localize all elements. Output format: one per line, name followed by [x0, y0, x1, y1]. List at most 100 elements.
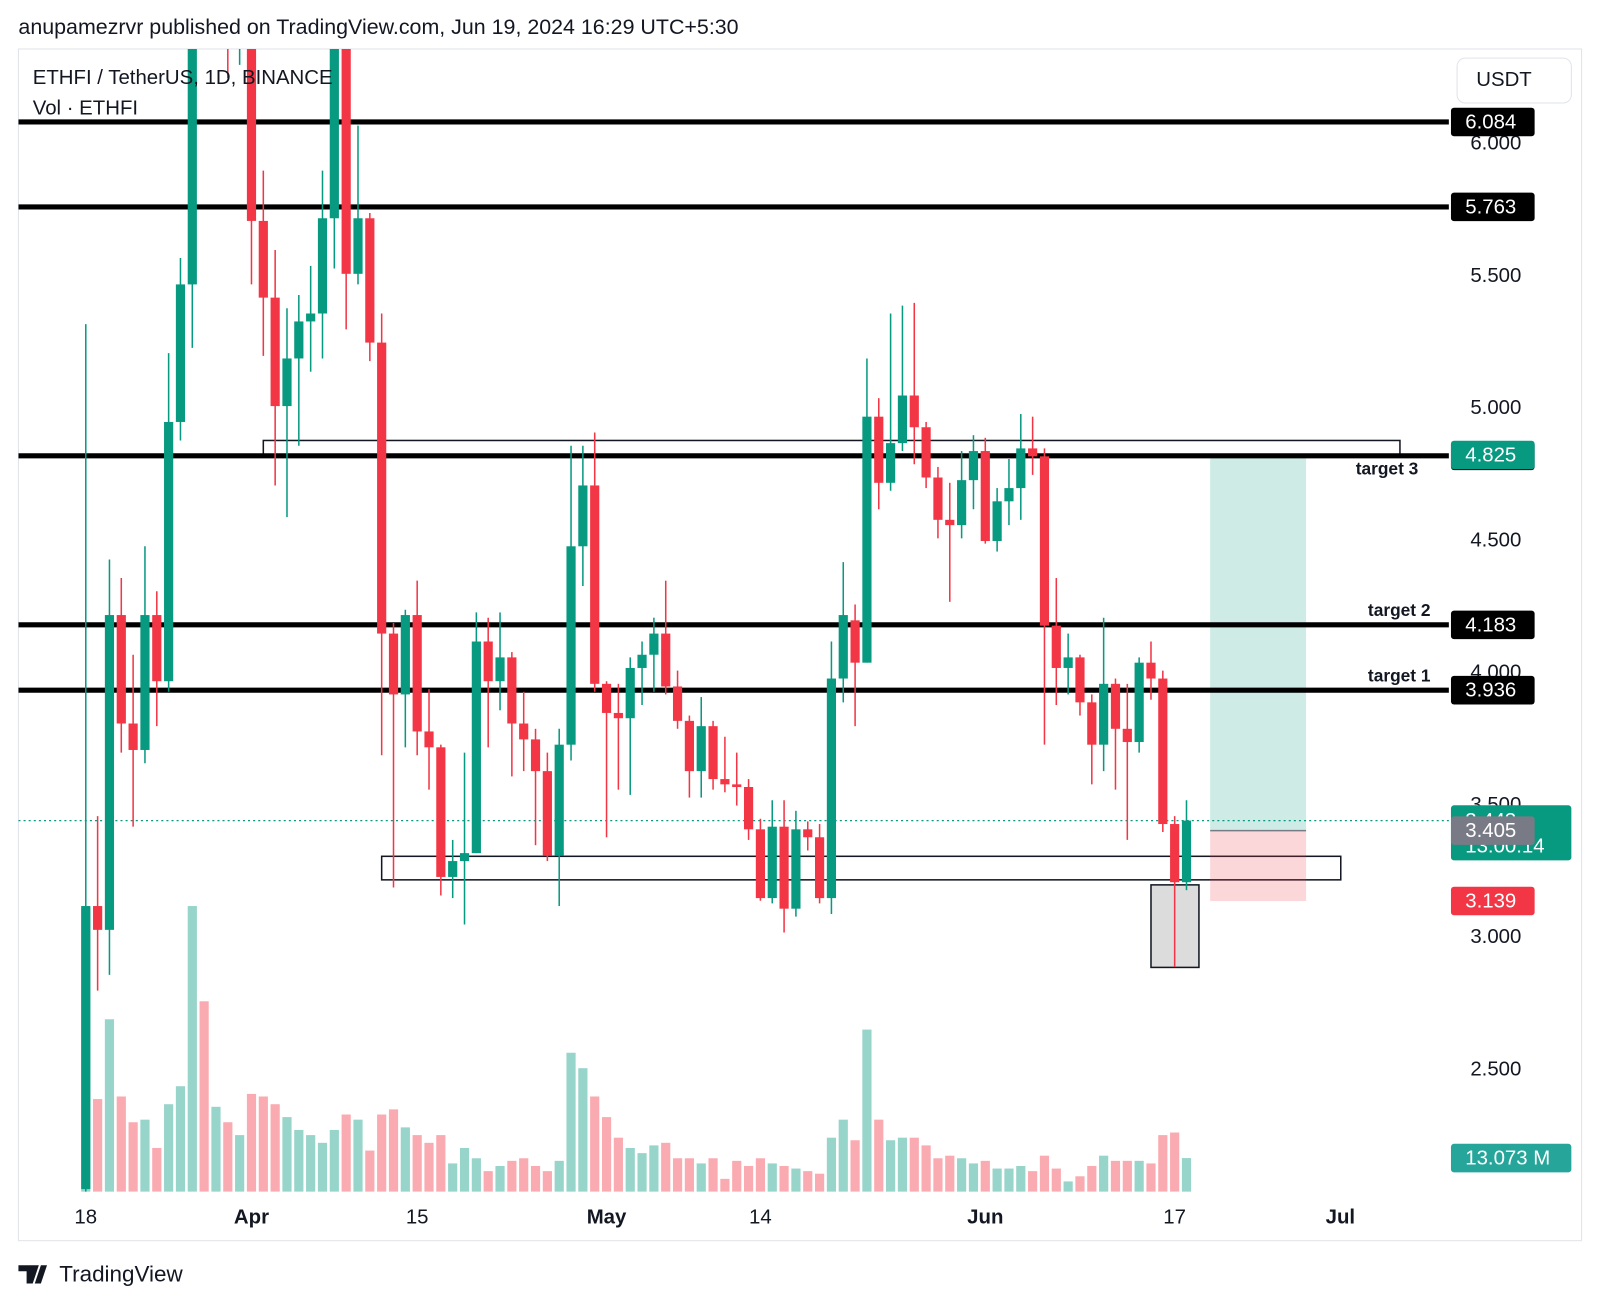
candle-body [128, 723, 138, 750]
volume-bar [814, 1173, 825, 1192]
candle-body [187, 48, 197, 285]
volume-bar [613, 1137, 623, 1192]
volume-bar [388, 1109, 399, 1192]
volume-bar [507, 1160, 517, 1192]
volume-legend: Vol · ETHFI [33, 98, 138, 120]
candle-body [1016, 448, 1026, 489]
brand-name: TradingView [59, 1261, 183, 1286]
candle-body [590, 485, 600, 684]
volume-bar [554, 1160, 564, 1192]
volume-bar [436, 1135, 446, 1192]
currency-label: USDT [1476, 69, 1532, 91]
volume-bar [933, 1158, 943, 1192]
candle-body [530, 739, 541, 772]
volume-bar [672, 1158, 683, 1192]
volume-bar [542, 1171, 552, 1192]
candle-body [897, 395, 908, 444]
candle-body [200, 0, 209, 12]
volume-bar [211, 1106, 221, 1192]
candle-body [424, 731, 434, 748]
candle-body [708, 726, 718, 780]
volume-bar [365, 1150, 375, 1192]
candle-body [803, 829, 813, 838]
volume-bar [838, 1119, 848, 1192]
candle-body [1075, 657, 1085, 703]
candle-body [814, 837, 825, 899]
profit-area [1210, 455, 1307, 831]
candle-body [282, 358, 292, 407]
candle-body [755, 829, 766, 899]
candle-body [1004, 488, 1014, 502]
volume-bar [282, 1117, 292, 1192]
candle-body [377, 342, 387, 634]
volume-bar [459, 1147, 470, 1192]
candle-body [1039, 456, 1050, 626]
volume-bar [684, 1158, 694, 1192]
candle-body [294, 321, 304, 359]
level-note: target 2 [1368, 600, 1431, 620]
x-tick-label: 18 [74, 1207, 97, 1229]
price-badge-label: 4.825 [1465, 444, 1516, 466]
candle-body [1099, 683, 1109, 745]
candle-body [1134, 662, 1144, 743]
candle-body [637, 654, 647, 668]
y-tick-label: 2.500 [1470, 1058, 1521, 1080]
candle-body [672, 686, 683, 721]
volume-bar [187, 906, 197, 1192]
volume-bar [400, 1127, 410, 1192]
volume-bar [519, 1158, 529, 1192]
volume-bar [732, 1160, 742, 1192]
candle-body [483, 641, 493, 682]
candle-body [992, 501, 1002, 541]
candle-body [507, 657, 517, 724]
price-badge [1450, 610, 1535, 640]
volume-bar [1004, 1168, 1014, 1192]
publisher-note: anupamezrvr published on TradingView.com… [18, 15, 738, 39]
candle-body [720, 779, 730, 785]
candle-body [1051, 625, 1061, 668]
candle-body [1146, 662, 1156, 679]
volume-bar [1158, 1135, 1168, 1192]
candle-body [909, 395, 919, 428]
volume-bar [803, 1171, 813, 1192]
price-badge [1450, 440, 1535, 470]
price-badge [1450, 675, 1535, 705]
volume-bar [566, 1052, 576, 1192]
candle-body [140, 615, 150, 750]
price-badge-label: 3.405 [1465, 820, 1516, 842]
candle-body [104, 615, 115, 930]
candle-body [862, 416, 872, 663]
candle-body [649, 633, 659, 655]
y-tick-label: 6.000 [1470, 133, 1521, 155]
price-badge [1450, 107, 1535, 137]
candle-body [306, 313, 316, 322]
volume-bar [625, 1147, 635, 1192]
loss-area [1210, 830, 1307, 902]
candle-body [93, 906, 103, 930]
volume-bar [1016, 1165, 1026, 1192]
candle-body [353, 218, 363, 274]
candle-body [116, 615, 126, 724]
candle-body [826, 678, 837, 899]
candle-body [1110, 683, 1121, 729]
price-badge-label: 3.139 [1465, 890, 1516, 912]
candle-body [270, 297, 280, 407]
candle-body [886, 443, 896, 483]
volume-bar [294, 1129, 304, 1192]
candle-body [684, 720, 694, 772]
volume-bar [483, 1171, 493, 1192]
volume-bar [791, 1168, 801, 1192]
x-tick-label: 14 [749, 1207, 772, 1229]
volume-bar [661, 1142, 671, 1192]
volume-bar [377, 1114, 387, 1192]
volume-bar [235, 1135, 245, 1192]
currency-button[interactable] [1456, 57, 1572, 104]
volume-bar [152, 1147, 162, 1192]
level-note: target 1 [1368, 665, 1431, 685]
candle-body [1028, 448, 1038, 457]
volume-bar [886, 1140, 896, 1192]
volume-bar [779, 1165, 789, 1192]
x-tick-label: Apr [234, 1207, 269, 1229]
volume-badge [1450, 1143, 1572, 1173]
